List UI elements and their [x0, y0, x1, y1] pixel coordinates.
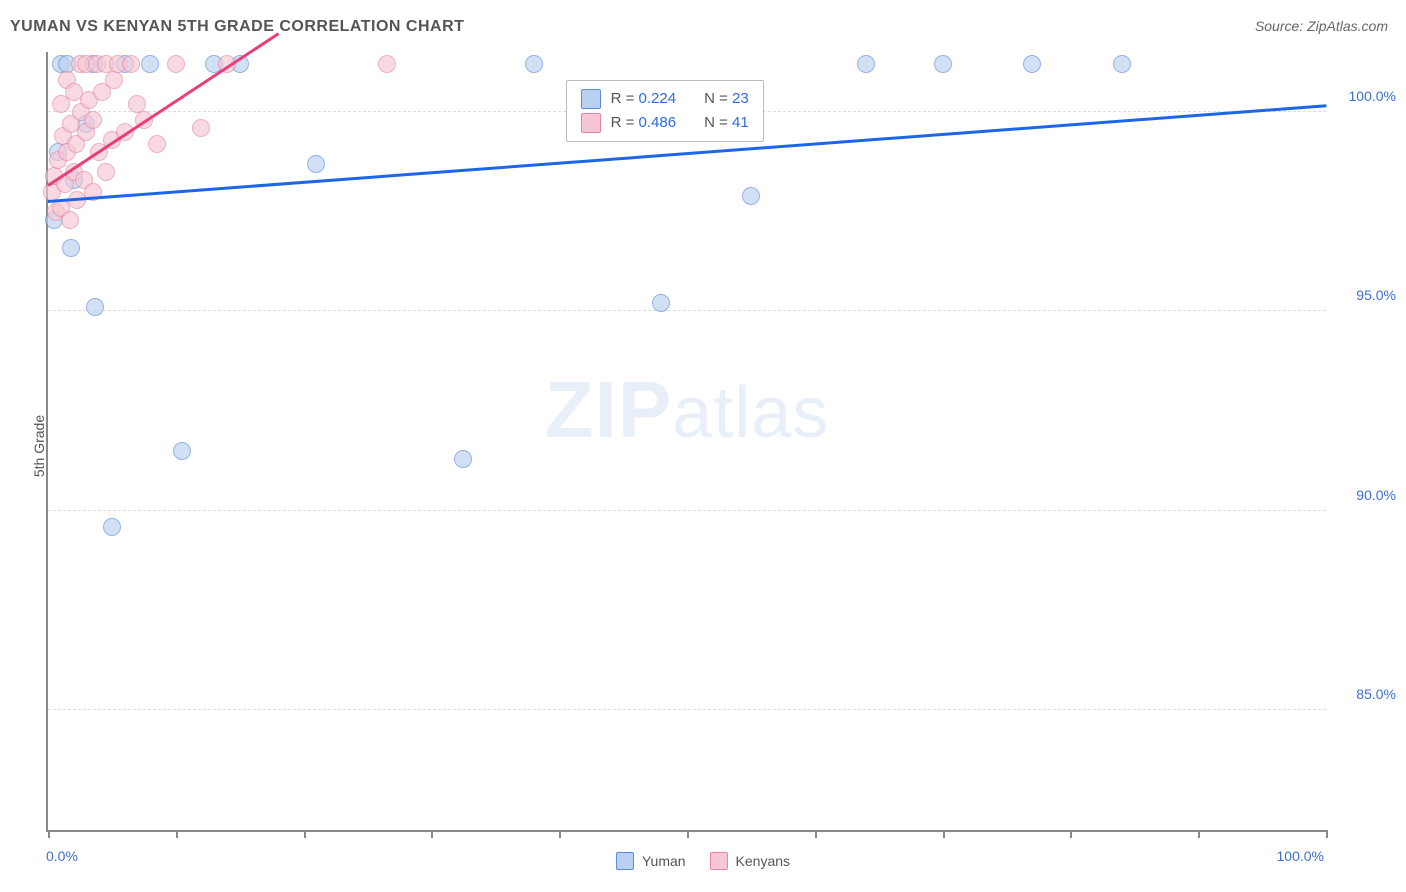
data-point — [454, 450, 472, 468]
legend-swatch — [581, 89, 601, 109]
x-tick — [1070, 830, 1072, 838]
x-tick — [815, 830, 817, 838]
data-point — [105, 71, 123, 89]
legend-label: Yuman — [642, 853, 686, 869]
plot-area: ZIPatlas 85.0%90.0%95.0%100.0%R = 0.224N… — [46, 52, 1326, 832]
watermark: ZIPatlas — [545, 364, 830, 456]
y-tick-label: 95.0% — [1336, 287, 1396, 303]
x-axis-min-label: 0.0% — [46, 848, 78, 864]
x-tick — [1198, 830, 1200, 838]
data-point — [62, 239, 80, 257]
source-label: Source: ZipAtlas.com — [1255, 18, 1388, 34]
legend-swatch — [581, 113, 601, 133]
data-point — [103, 518, 121, 536]
legend-swatch — [710, 852, 728, 870]
data-point — [173, 442, 191, 460]
data-point — [84, 111, 102, 129]
chart-title: YUMAN VS KENYAN 5TH GRADE CORRELATION CH… — [10, 18, 464, 36]
data-point — [525, 55, 543, 73]
chart-container: YUMAN VS KENYAN 5TH GRADE CORRELATION CH… — [0, 0, 1406, 892]
x-tick — [48, 830, 50, 838]
x-axis-max-label: 100.0% — [1277, 848, 1324, 864]
legend-label: Kenyans — [736, 853, 790, 869]
data-point — [742, 187, 760, 205]
data-point — [307, 155, 325, 173]
x-tick — [687, 830, 689, 838]
stat-r-label: R = 0.224 — [611, 90, 676, 107]
data-point — [1113, 55, 1131, 73]
bottom-legend: Yuman Kenyans — [616, 852, 790, 870]
data-point — [1023, 55, 1041, 73]
stats-legend-row: R = 0.224 N = 23 — [581, 87, 749, 111]
stat-n-label: N = 23 — [704, 90, 749, 107]
data-point — [378, 55, 396, 73]
gridline — [48, 510, 1326, 511]
data-point — [192, 119, 210, 137]
y-tick-label: 100.0% — [1336, 88, 1396, 104]
data-point — [167, 55, 185, 73]
stat-n-label: N = 41 — [704, 114, 749, 131]
data-point — [141, 55, 159, 73]
data-point — [857, 55, 875, 73]
y-axis-label: 5th Grade — [31, 415, 47, 477]
stats-legend: R = 0.224 N = 23 R = 0.486 N = 41 — [566, 80, 764, 142]
stat-r-label: R = 0.486 — [611, 114, 676, 131]
data-point — [97, 163, 115, 181]
x-tick — [431, 830, 433, 838]
data-point — [122, 55, 140, 73]
gridline — [48, 709, 1326, 710]
y-tick-label: 90.0% — [1336, 487, 1396, 503]
data-point — [652, 294, 670, 312]
legend-swatch — [616, 852, 634, 870]
y-tick-label: 85.0% — [1336, 686, 1396, 702]
gridline — [48, 310, 1326, 311]
x-tick — [304, 830, 306, 838]
stats-legend-row: R = 0.486 N = 41 — [581, 111, 749, 135]
x-tick — [943, 830, 945, 838]
bottom-legend-item: Yuman — [616, 852, 686, 870]
bottom-legend-item: Kenyans — [710, 852, 790, 870]
data-point — [61, 211, 79, 229]
x-tick — [559, 830, 561, 838]
x-tick — [176, 830, 178, 838]
x-tick — [1326, 830, 1328, 838]
data-point — [148, 135, 166, 153]
data-point — [934, 55, 952, 73]
data-point — [86, 298, 104, 316]
